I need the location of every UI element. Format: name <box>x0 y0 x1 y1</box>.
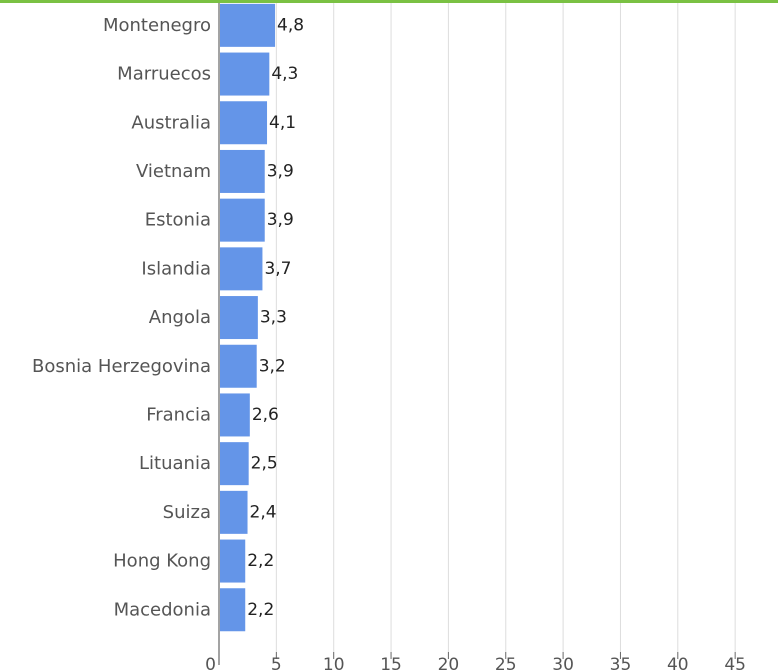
x-tick-label: 10 <box>323 655 345 671</box>
category-label: Hong Kong <box>113 551 211 572</box>
category-label: Bosnia Herzegovina <box>32 356 211 377</box>
x-tick-label: 40 <box>667 655 689 671</box>
category-label: Macedonia <box>114 599 211 620</box>
category-label: Islandia <box>141 258 211 279</box>
category-label: Angola <box>149 307 211 328</box>
category-label: Vietnam <box>136 161 211 182</box>
value-label: 4,1 <box>269 113 296 133</box>
category-label: Francia <box>146 404 211 425</box>
value-label: 3,9 <box>267 161 294 181</box>
x-tick-label: 0 <box>205 655 216 671</box>
bar-hong-kong <box>220 539 246 583</box>
category-label: Lituania <box>139 453 211 474</box>
value-label: 3,3 <box>260 308 287 328</box>
value-label: 3,9 <box>267 210 294 230</box>
value-label: 2,2 <box>247 551 274 571</box>
value-label: 2,2 <box>247 600 274 620</box>
value-label: 4,3 <box>271 64 298 84</box>
bar-macedonia <box>220 588 246 632</box>
category-label: Montenegro <box>103 15 211 36</box>
x-tick-label: 15 <box>380 655 402 671</box>
bar-francia <box>220 393 250 437</box>
bar-islandia <box>220 247 263 291</box>
bar-angola <box>220 296 258 340</box>
x-tick-label: 25 <box>495 655 517 671</box>
bar-montenegro <box>220 3 276 47</box>
bar-bosnia-herzegovina <box>220 344 257 388</box>
x-tick-label: 30 <box>552 655 574 671</box>
value-label: 2,5 <box>251 454 278 474</box>
bar-marruecos <box>220 52 270 96</box>
x-axis: 0 5 10 15 20 25 30 35 40 45 <box>205 3 746 671</box>
bars: Montenegro 4,8 Marruecos 4,3 Australia 4,1 Vie… <box>32 3 304 632</box>
value-label: 2,4 <box>250 502 277 522</box>
top-accent-rule <box>0 0 778 3</box>
category-label: Australia <box>131 112 211 133</box>
value-label: 3,7 <box>264 259 291 279</box>
bar-australia <box>220 101 268 145</box>
bar-lituania <box>220 442 249 486</box>
bar-vietnam <box>220 149 265 193</box>
grid-lines <box>275 3 736 652</box>
bar-estonia <box>220 198 265 242</box>
x-tick-label: 20 <box>438 655 460 671</box>
category-label: Suiza <box>163 502 211 523</box>
x-tick-label: 45 <box>724 655 746 671</box>
bar-suiza <box>220 490 248 534</box>
x-tick-label: 5 <box>271 655 282 671</box>
category-label: Marruecos <box>117 64 211 85</box>
category-label: Estonia <box>145 210 211 231</box>
value-label: 4,8 <box>277 15 304 35</box>
value-label: 2,6 <box>252 405 279 425</box>
value-label: 3,2 <box>259 356 286 376</box>
x-tick-label: 35 <box>610 655 632 671</box>
